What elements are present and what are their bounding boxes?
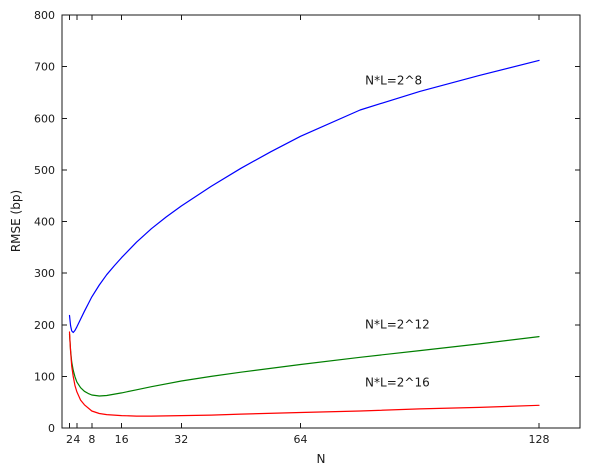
series-line-2 — [68, 333, 540, 397]
y-tick-label: 300 — [34, 267, 55, 280]
curve-annotation-1: N*L=2^8 — [365, 74, 422, 88]
x-tick-label: 2 — [66, 433, 73, 446]
x-tick-label: 64 — [294, 433, 308, 446]
y-tick-label: 800 — [34, 9, 55, 22]
y-axis-label: RMSE (bp) — [9, 189, 23, 253]
y-tick-label: 500 — [34, 164, 55, 177]
x-tick-label: 4 — [73, 433, 80, 446]
y-tick-label: 600 — [34, 112, 55, 125]
curve-annotation-2: N*L=2^12 — [365, 317, 430, 331]
x-tick-label: 16 — [115, 433, 129, 446]
x-tick-label: 128 — [529, 433, 550, 446]
curve-annotation-3: N*L=2^16 — [365, 376, 430, 390]
x-tick-label: 32 — [174, 433, 188, 446]
y-tick-label: 400 — [34, 216, 55, 229]
series-line-1 — [68, 59, 540, 334]
y-tick-label: 700 — [34, 61, 55, 74]
y-tick-label: 0 — [48, 422, 55, 435]
y-tick-label: 100 — [34, 370, 55, 383]
plot-box — [61, 14, 581, 429]
y-tick-label: 200 — [34, 319, 55, 332]
x-axis-label: N — [316, 452, 326, 466]
x-tick-label: 8 — [88, 433, 95, 446]
series-line-3 — [68, 331, 540, 417]
